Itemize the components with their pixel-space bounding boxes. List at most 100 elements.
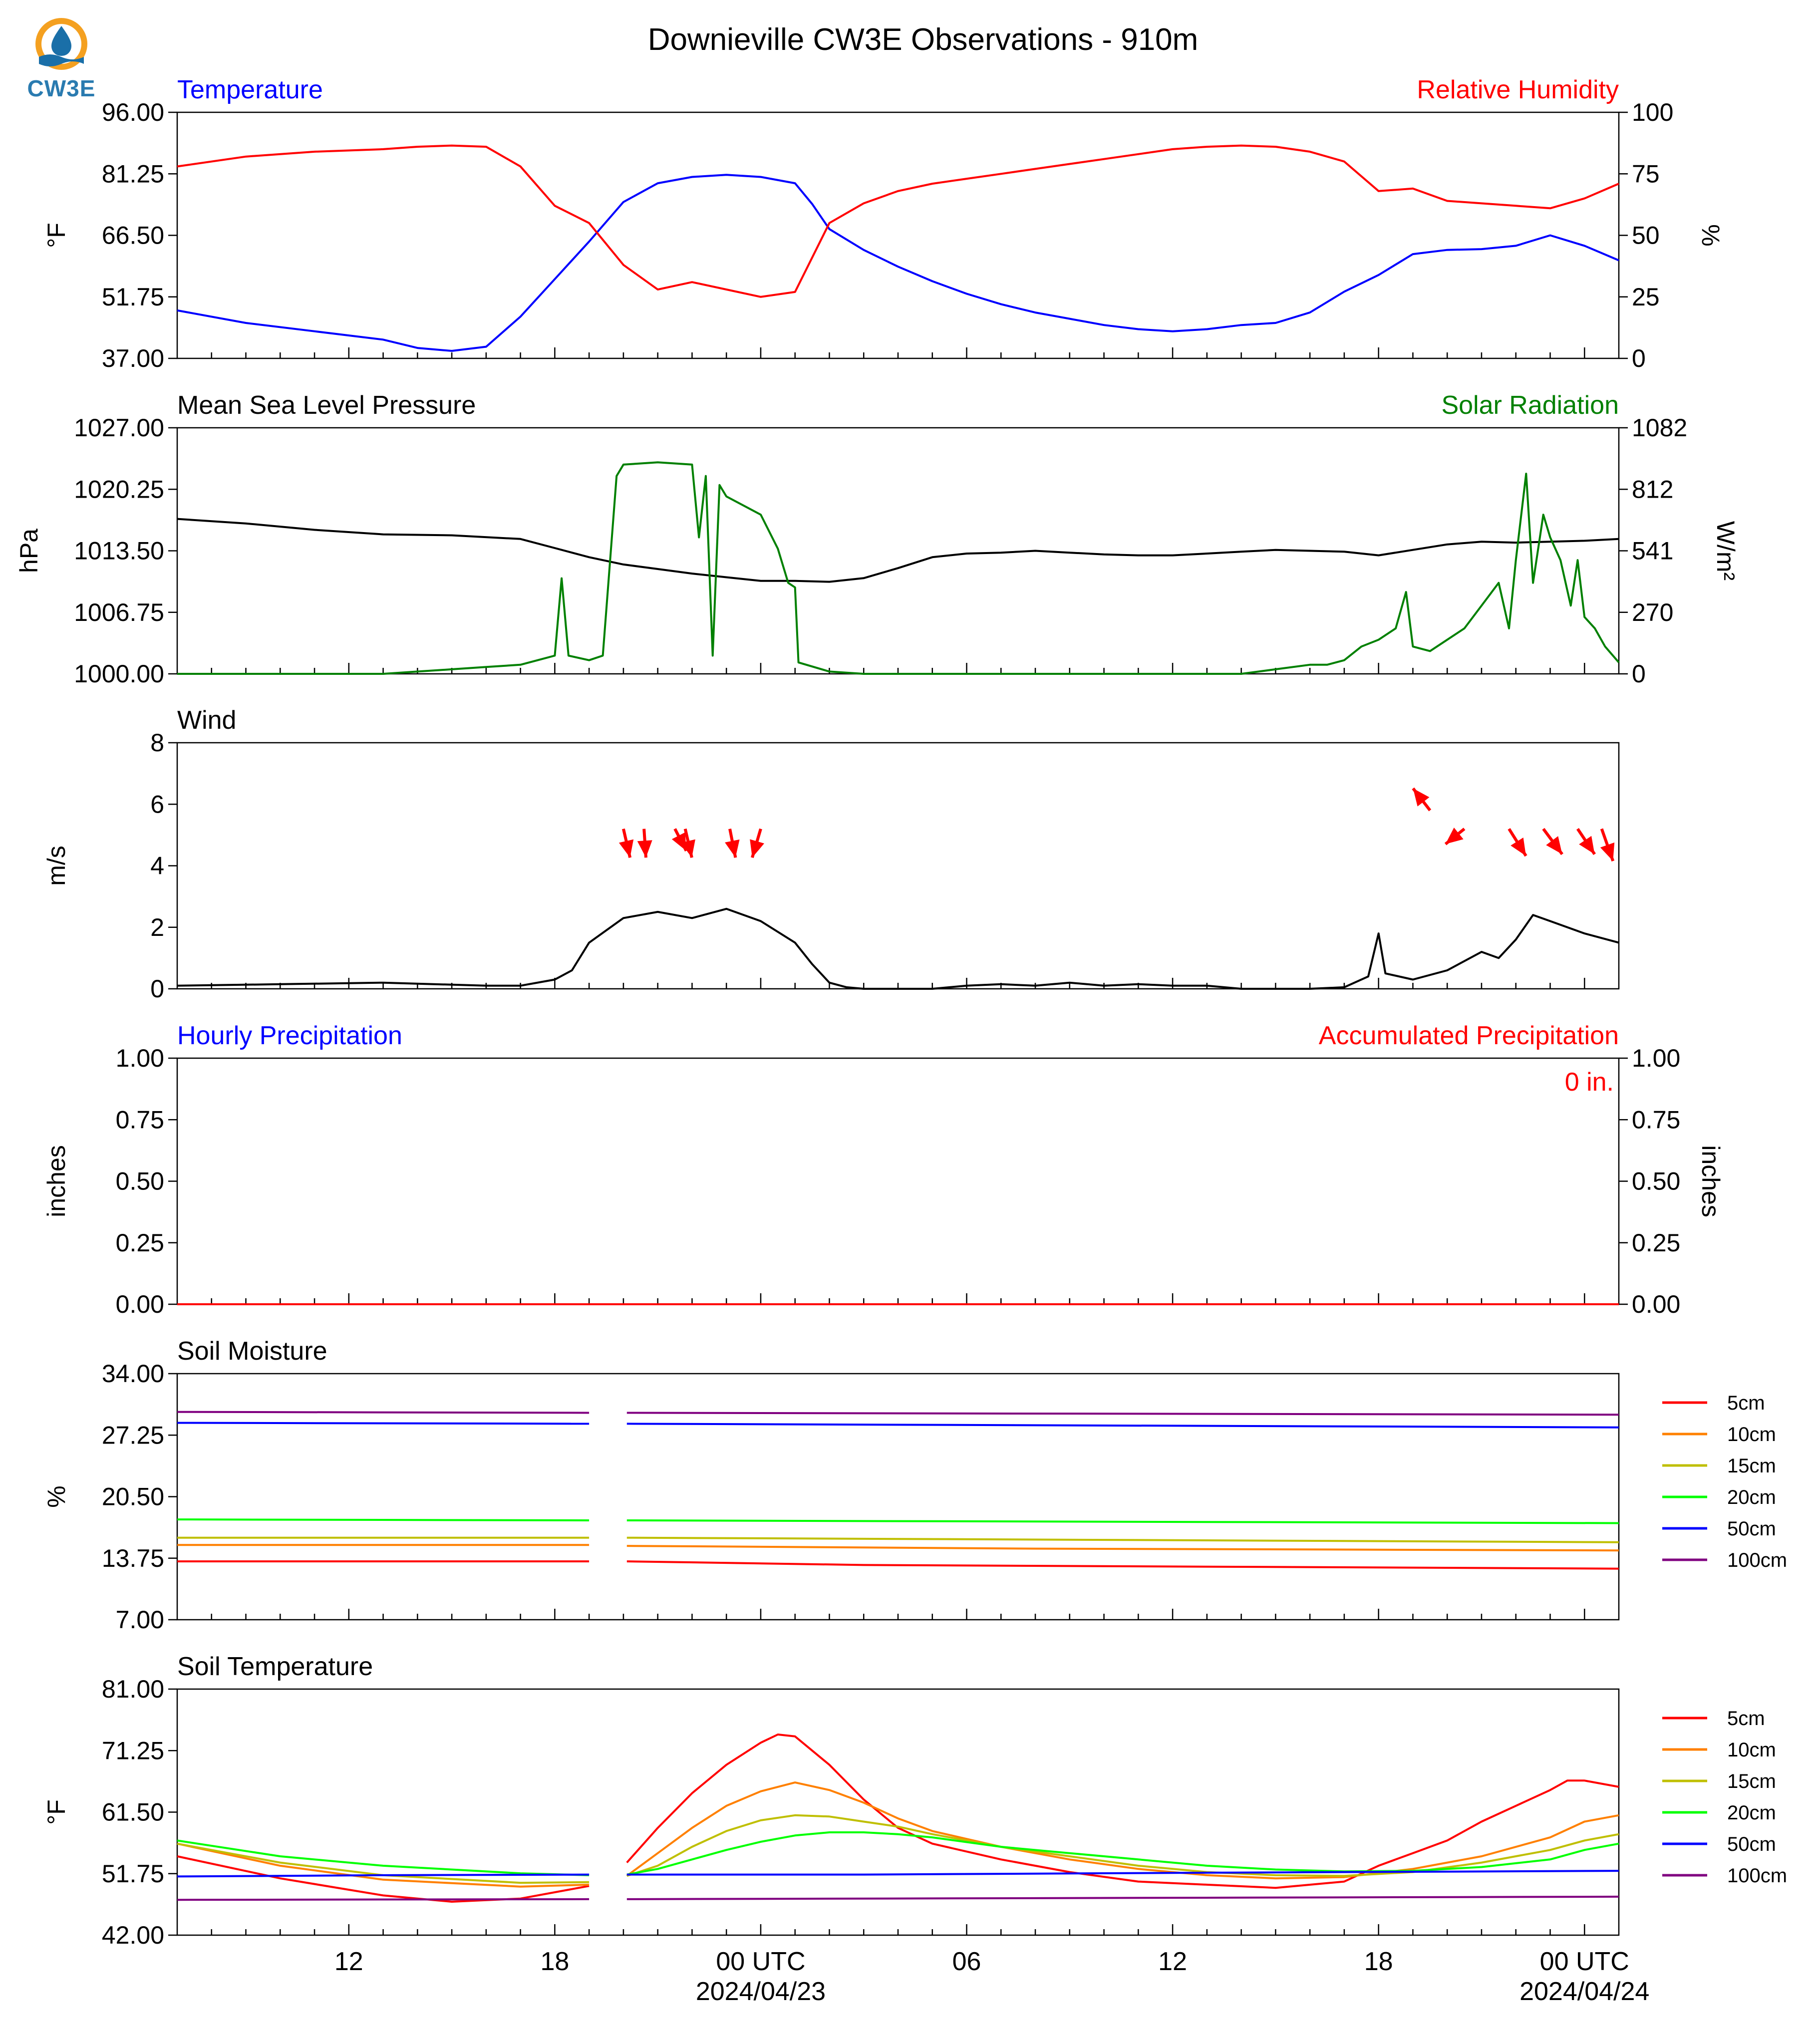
series-line-50cm xyxy=(177,1422,590,1425)
wind-arrow-icon xyxy=(618,828,634,858)
ytick-label-right: 0.00 xyxy=(1632,1290,1680,1318)
ytick-label-left: 27.25 xyxy=(102,1421,164,1449)
panel-title-left: Mean Sea Level Pressure xyxy=(177,391,476,420)
ytick-label-right: 0.50 xyxy=(1632,1167,1680,1195)
ytick-label-left: 4 xyxy=(150,852,164,880)
ylabel-left: inches xyxy=(42,1145,70,1217)
ytick-label-left: 1000.00 xyxy=(74,660,164,688)
xtick-label: 12 xyxy=(334,1947,363,1976)
series-line xyxy=(177,461,1620,675)
legend-label: 20cm xyxy=(1727,1486,1776,1508)
series-line-15cm xyxy=(626,1536,1619,1543)
ylabel-right: inches xyxy=(1697,1145,1725,1217)
ytick-label-left: 7.00 xyxy=(116,1606,164,1634)
panel-title-left: Wind xyxy=(177,706,236,735)
legend-label: 15cm xyxy=(1727,1770,1776,1792)
xtick-label: 12 xyxy=(1158,1947,1187,1976)
legend-label: 10cm xyxy=(1727,1739,1776,1761)
legend-label: 10cm xyxy=(1727,1424,1776,1446)
series-line-100cm xyxy=(177,1898,590,1901)
ytick-label-right: 812 xyxy=(1632,475,1673,503)
panel-title-right: Accumulated Precipitation xyxy=(1319,1021,1619,1050)
wind-arrow-icon xyxy=(1444,828,1466,846)
ylabel-left: hPa xyxy=(15,529,43,573)
ytick-label-right: 1.00 xyxy=(1632,1044,1680,1072)
ytick-label-left: 13.75 xyxy=(102,1544,164,1572)
ylabel-left: °F xyxy=(42,1799,70,1825)
ytick-label-left: 81.00 xyxy=(102,1675,164,1703)
wind-arrow-icon xyxy=(1600,828,1615,862)
ytick-label-right: 100 xyxy=(1632,98,1673,126)
wind-arrow-icon xyxy=(750,828,764,859)
legend-label: 5cm xyxy=(1727,1708,1765,1730)
panel-title-left: Temperature xyxy=(177,75,323,104)
ytick-label-left: 0 xyxy=(150,975,164,1003)
ytick-label-left: 0.00 xyxy=(116,1290,164,1318)
wind-arrow-icon xyxy=(1412,787,1432,812)
ytick-label-left: 37.00 xyxy=(102,344,164,372)
ytick-label-left: 34.00 xyxy=(102,1360,164,1388)
ytick-label-right: 0 xyxy=(1632,660,1646,688)
ytick-label-right: 541 xyxy=(1632,537,1673,565)
ytick-label-left: 1027.00 xyxy=(74,414,164,442)
ytick-label-left: 51.75 xyxy=(102,1860,164,1888)
cw3e-logo: CW3E xyxy=(24,15,99,105)
legend-label: 5cm xyxy=(1727,1392,1765,1414)
ytick-label-right: 25 xyxy=(1632,283,1660,311)
ytick-label-right: 0.75 xyxy=(1632,1106,1680,1134)
ytick-label-left: 61.50 xyxy=(102,1798,164,1826)
panel-pressure_solar xyxy=(168,427,1628,675)
ytick-label-left: 0.75 xyxy=(116,1106,164,1134)
legend-label: 20cm xyxy=(1727,1802,1776,1824)
accumulated-precip-value: 0 in. xyxy=(1565,1068,1614,1097)
ytick-label-right: 50 xyxy=(1632,222,1660,250)
xtick-label: 00 UTC xyxy=(716,1947,805,1976)
series-line-10cm xyxy=(177,1842,590,1888)
series-line-100cm xyxy=(626,1412,1619,1416)
legend-label: 50cm xyxy=(1727,1518,1776,1540)
ytick-label-left: 1013.50 xyxy=(74,537,164,565)
chart-title: Downieville CW3E Observations - 910m xyxy=(648,22,1199,57)
series-line-50cm xyxy=(626,1423,1619,1429)
xtick-date-label: 2024/04/24 xyxy=(1519,1977,1649,2006)
ytick-label-left: 6 xyxy=(150,790,164,818)
xtick-date-label: 2024/04/23 xyxy=(696,1977,826,2006)
ylabel-left: °F xyxy=(42,223,70,248)
series-line xyxy=(177,518,1619,583)
wind-arrow-icon xyxy=(1576,828,1596,856)
wind-arrow-icon xyxy=(680,828,695,858)
ytick-label-left: 66.50 xyxy=(102,222,164,250)
series-line-100cm xyxy=(177,1411,590,1414)
ytick-label-right: 1082 xyxy=(1632,414,1687,442)
panel-title-left: Hourly Precipitation xyxy=(177,1021,402,1050)
series-line-20cm xyxy=(177,1518,590,1521)
series-line xyxy=(177,174,1619,352)
ytick-label-right: 0.25 xyxy=(1632,1229,1680,1257)
panel-wind xyxy=(168,742,1620,990)
xtick-label: 18 xyxy=(1364,1947,1393,1976)
series-line-50cm xyxy=(177,1873,590,1878)
ytick-label-left: 51.75 xyxy=(102,283,164,311)
series-line-5cm xyxy=(626,1560,1619,1570)
panel-title-right: Solar Radiation xyxy=(1441,391,1619,420)
ytick-label-left: 81.25 xyxy=(102,160,164,188)
ylabel-left: m/s xyxy=(42,846,70,886)
legend-label: 100cm xyxy=(1727,1865,1787,1887)
ytick-label-left: 1.00 xyxy=(116,1044,164,1072)
ytick-label-right: 75 xyxy=(1632,160,1660,188)
series-line-20cm xyxy=(626,1831,1619,1876)
legend-label: 100cm xyxy=(1727,1549,1787,1571)
wind-arrow-icon xyxy=(725,828,740,858)
series-line-10cm xyxy=(626,1545,1619,1552)
wind-arrow-icon xyxy=(637,829,652,858)
panel-title-left: Soil Moisture xyxy=(177,1337,327,1366)
panel-soil_temp: 5cm 10cm 15cm 20cm 50cm 100cm xyxy=(168,1688,1787,1936)
ytick-label-left: 20.50 xyxy=(102,1483,164,1511)
series-line xyxy=(177,907,1619,990)
ytick-label-right: 270 xyxy=(1632,598,1673,626)
series-line-100cm xyxy=(626,1895,1619,1900)
xtick-label: 18 xyxy=(540,1947,569,1976)
ylabel-right: % xyxy=(1697,224,1725,246)
logo-text: CW3E xyxy=(27,75,96,101)
